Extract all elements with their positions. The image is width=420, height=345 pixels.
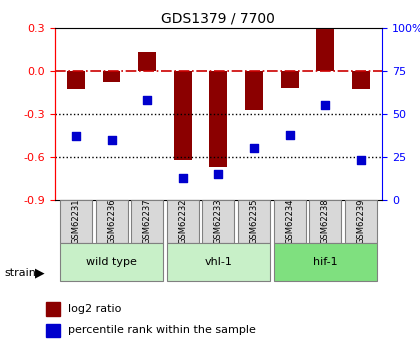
- Text: GSM62234: GSM62234: [285, 199, 294, 244]
- Text: percentile rank within the sample: percentile rank within the sample: [68, 325, 256, 335]
- Text: GSM62239: GSM62239: [356, 199, 365, 244]
- FancyBboxPatch shape: [96, 200, 128, 243]
- FancyBboxPatch shape: [202, 200, 234, 243]
- FancyBboxPatch shape: [309, 200, 341, 243]
- Text: hif-1: hif-1: [313, 257, 338, 267]
- Text: vhl-1: vhl-1: [205, 257, 232, 267]
- FancyBboxPatch shape: [131, 200, 163, 243]
- Title: GDS1379 / 7700: GDS1379 / 7700: [161, 11, 276, 25]
- Bar: [210, 71, 227, 167]
- Text: GSM62231: GSM62231: [71, 199, 81, 244]
- Bar: [316, 29, 334, 71]
- Point: [286, 132, 293, 137]
- Point: [357, 158, 364, 163]
- Text: GSM62232: GSM62232: [178, 199, 187, 244]
- Text: GSM62237: GSM62237: [143, 199, 152, 245]
- Point: [322, 102, 328, 108]
- Bar: [102, 71, 121, 82]
- Bar: [46, 324, 60, 337]
- Bar: [138, 52, 156, 71]
- Bar: [245, 71, 263, 110]
- Bar: [67, 71, 85, 89]
- Text: GSM62233: GSM62233: [214, 199, 223, 245]
- Text: GSM62235: GSM62235: [249, 199, 258, 244]
- Text: GSM62236: GSM62236: [107, 199, 116, 245]
- FancyBboxPatch shape: [345, 200, 377, 243]
- FancyBboxPatch shape: [60, 243, 163, 281]
- FancyBboxPatch shape: [167, 243, 270, 281]
- Point: [144, 97, 150, 103]
- FancyBboxPatch shape: [238, 200, 270, 243]
- FancyBboxPatch shape: [60, 200, 92, 243]
- Point: [179, 175, 186, 180]
- Point: [73, 134, 79, 139]
- Text: ▶: ▶: [35, 266, 45, 279]
- Bar: [281, 71, 299, 88]
- Point: [251, 146, 257, 151]
- Point: [215, 171, 222, 177]
- Text: GSM62238: GSM62238: [321, 199, 330, 245]
- Bar: [46, 302, 60, 316]
- Point: [108, 137, 115, 142]
- Bar: [352, 71, 370, 89]
- Bar: [174, 71, 192, 160]
- FancyBboxPatch shape: [273, 200, 306, 243]
- Text: log2 ratio: log2 ratio: [68, 304, 121, 314]
- FancyBboxPatch shape: [273, 243, 377, 281]
- Text: strain: strain: [4, 268, 36, 277]
- FancyBboxPatch shape: [167, 200, 199, 243]
- Text: wild type: wild type: [86, 257, 137, 267]
